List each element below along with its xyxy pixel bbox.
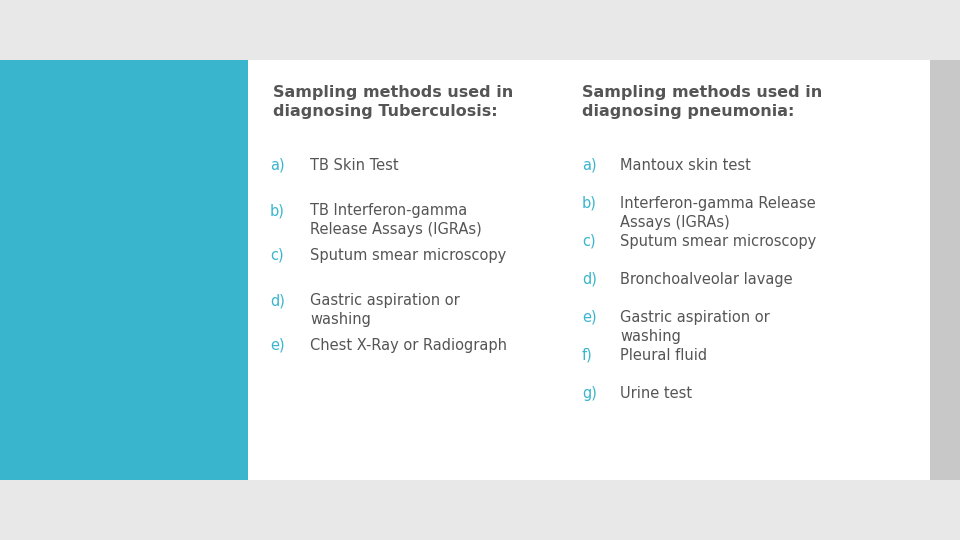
Text: TB Interferon-gamma
Release Assays (IGRAs): TB Interferon-gamma Release Assays (IGRA…	[310, 203, 482, 237]
Text: f): f)	[582, 348, 592, 363]
Text: b): b)	[582, 196, 597, 211]
Text: d): d)	[270, 293, 285, 308]
Text: c): c)	[270, 248, 283, 263]
FancyBboxPatch shape	[0, 60, 248, 480]
Text: a): a)	[270, 158, 284, 173]
Text: Mantoux skin test: Mantoux skin test	[620, 158, 751, 173]
Text: e): e)	[582, 310, 596, 325]
Text: c): c)	[582, 234, 595, 249]
Text: Sputum smear microscopy: Sputum smear microscopy	[310, 248, 506, 263]
Text: b): b)	[270, 203, 285, 218]
Text: Interferon-gamma Release
Assays (IGRAs): Interferon-gamma Release Assays (IGRAs)	[620, 196, 816, 229]
Text: d): d)	[582, 272, 597, 287]
Text: Sputum smear microscopy: Sputum smear microscopy	[620, 234, 816, 249]
FancyBboxPatch shape	[930, 60, 960, 480]
Text: Bronchoalveolar lavage: Bronchoalveolar lavage	[620, 272, 793, 287]
Text: Sampling methods used in
diagnosing pneumonia:: Sampling methods used in diagnosing pneu…	[582, 85, 823, 119]
Text: Gastric aspiration or
washing: Gastric aspiration or washing	[310, 293, 460, 327]
FancyBboxPatch shape	[248, 60, 930, 480]
Text: Sampling methods used in
diagnosing Tuberculosis:: Sampling methods used in diagnosing Tube…	[273, 85, 514, 119]
Text: Gastric aspiration or
washing: Gastric aspiration or washing	[620, 310, 770, 343]
Text: Urine test: Urine test	[620, 386, 692, 401]
Text: g): g)	[582, 386, 597, 401]
Text: a): a)	[582, 158, 596, 173]
Text: e): e)	[270, 338, 284, 353]
Text: Chest X-Ray or Radiograph: Chest X-Ray or Radiograph	[310, 338, 507, 353]
Text: Pleural fluid: Pleural fluid	[620, 348, 708, 363]
Text: TB Skin Test: TB Skin Test	[310, 158, 398, 173]
